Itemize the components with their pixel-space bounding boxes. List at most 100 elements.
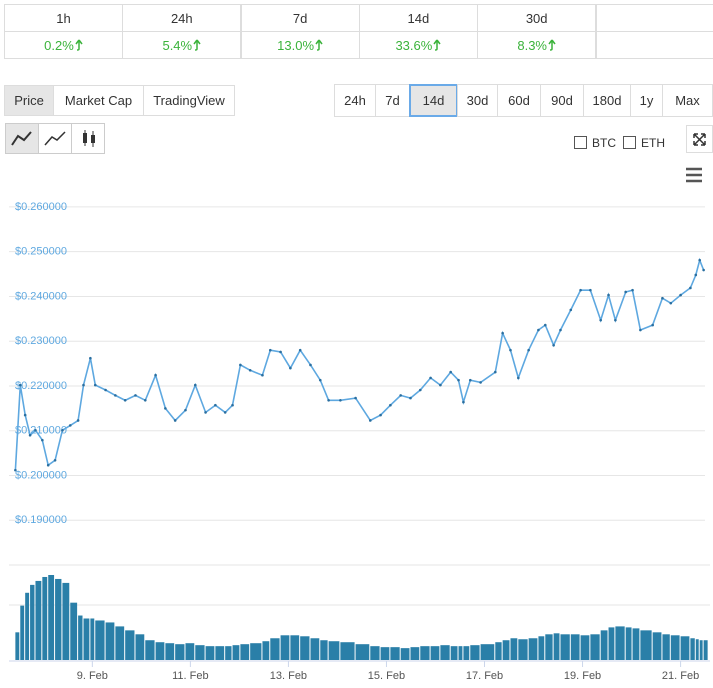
checkbox[interactable] xyxy=(574,136,587,149)
arrow-path xyxy=(315,39,323,51)
volume-bar xyxy=(240,644,250,660)
checkbox-label[interactable]: BTC xyxy=(592,136,616,150)
price-point xyxy=(694,273,698,277)
volume-bar xyxy=(95,620,105,660)
volume-bar xyxy=(528,638,538,660)
price-point xyxy=(449,370,452,374)
volume-bar xyxy=(670,635,680,660)
arrow-path xyxy=(193,39,201,51)
arrow-path xyxy=(548,39,556,51)
price-point xyxy=(462,400,465,404)
y-tick-label: $0.240000 xyxy=(15,290,67,302)
price-point xyxy=(231,403,234,407)
range-button[interactable]: 180d xyxy=(583,84,631,117)
table-value: 0.2% xyxy=(4,31,123,59)
price-point xyxy=(193,383,197,387)
price-point xyxy=(93,383,97,387)
volume-bar xyxy=(35,580,42,660)
price-point xyxy=(624,290,627,294)
price-point xyxy=(204,411,207,414)
price-point xyxy=(268,348,272,352)
volume-bar xyxy=(175,644,185,660)
up-arrow xyxy=(75,39,83,51)
x-tick-label: 15. Feb xyxy=(368,670,405,682)
volume-bar xyxy=(20,605,25,660)
table-value xyxy=(595,31,713,59)
y-tick-label: $0.230000 xyxy=(15,335,67,347)
volume-bar xyxy=(640,630,652,660)
up-arrow xyxy=(433,39,441,51)
volume-bar xyxy=(370,646,380,660)
volume-bar xyxy=(250,643,262,660)
table-header: 30d xyxy=(477,4,597,32)
price-point xyxy=(589,288,592,292)
range-button[interactable]: 14d xyxy=(409,84,458,117)
volume-bar xyxy=(42,576,48,660)
volume-bar xyxy=(328,641,340,660)
y-tick-label: $0.250000 xyxy=(15,246,67,258)
price-point xyxy=(134,394,137,397)
price-point xyxy=(389,403,392,407)
volume-bar xyxy=(125,630,135,660)
volume-bar xyxy=(458,646,463,660)
price-point xyxy=(223,411,227,414)
volume-bar xyxy=(55,578,62,660)
range-button[interactable]: 1y xyxy=(630,84,663,117)
price-point xyxy=(517,376,520,380)
price-point xyxy=(123,399,127,402)
price-point xyxy=(429,376,432,380)
price-point xyxy=(41,438,44,442)
volume-bar xyxy=(280,635,290,660)
volume-bar xyxy=(145,640,155,660)
tab[interactable]: Price xyxy=(4,85,54,116)
volume-bar xyxy=(600,630,608,660)
range-button[interactable]: 24h xyxy=(334,84,376,117)
price-point xyxy=(698,258,702,262)
price-point xyxy=(457,378,460,382)
volume-bar xyxy=(155,642,165,660)
range-button[interactable]: 60d xyxy=(497,84,541,117)
y-tick-label: $0.260000 xyxy=(15,201,67,213)
icon xyxy=(11,131,32,146)
expand-button[interactable] xyxy=(686,125,713,153)
up-arrow xyxy=(315,39,323,51)
volume-bar xyxy=(495,642,502,660)
volume-bar xyxy=(470,645,480,660)
volume-bar xyxy=(215,646,225,660)
y-tick-label: $0.190000 xyxy=(15,514,67,526)
volume-bar xyxy=(652,632,662,660)
tab[interactable]: TradingView xyxy=(143,85,235,116)
price-point xyxy=(82,383,85,387)
range-button[interactable]: 30d xyxy=(457,84,498,117)
price-point xyxy=(651,323,654,327)
price-point xyxy=(689,286,692,290)
price-point xyxy=(527,348,530,352)
price-point xyxy=(479,381,482,384)
table-value: 8.3% xyxy=(477,31,597,59)
y-tick-label: $0.220000 xyxy=(15,380,67,392)
price-line xyxy=(14,257,705,471)
price-point xyxy=(354,396,357,400)
table-header: 7d xyxy=(240,4,360,32)
volume-bar xyxy=(580,635,590,660)
volume-bar xyxy=(480,644,495,660)
volume-bar xyxy=(463,646,470,660)
range-button[interactable]: Max xyxy=(662,84,713,117)
price-point xyxy=(631,288,634,292)
checkbox[interactable] xyxy=(623,136,636,149)
price-point xyxy=(327,399,330,402)
up-arrow xyxy=(193,39,201,51)
chart-type-switch[interactable] xyxy=(5,123,106,154)
candle-type[interactable] xyxy=(71,123,105,154)
checkbox-label[interactable]: ETH xyxy=(641,136,665,150)
change-value: 33.6% xyxy=(395,37,433,53)
price-point xyxy=(679,293,682,297)
menu-button[interactable] xyxy=(684,166,704,184)
volume-bar xyxy=(615,626,625,660)
volume-bar xyxy=(300,636,310,660)
y-tick-label: $0.210000 xyxy=(15,425,67,437)
tab[interactable]: Market Cap xyxy=(53,85,144,116)
range-button[interactable]: 7d xyxy=(375,84,410,117)
range-button[interactable]: 90d xyxy=(540,84,584,117)
volume-bar xyxy=(195,645,205,660)
